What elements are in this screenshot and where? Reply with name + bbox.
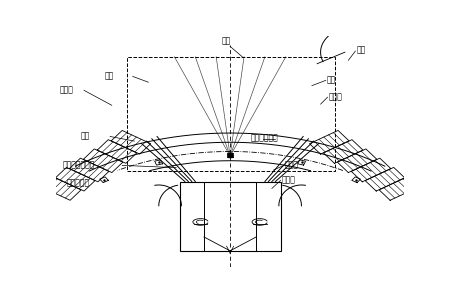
Bar xyxy=(128,57,335,171)
Text: 大臂: 大臂 xyxy=(357,46,366,55)
Text: 模材: 模材 xyxy=(222,37,231,46)
Text: 光整座: 光整座 xyxy=(60,85,74,94)
Text: 回油管: 回油管 xyxy=(282,176,295,184)
Text: 大臂拉弯连接端: 大臂拉弯连接端 xyxy=(63,160,96,169)
Bar xyxy=(180,182,281,251)
Text: 直数: 直数 xyxy=(80,131,90,140)
Text: 卜气机水下: 卜气机水下 xyxy=(66,178,90,187)
Text: 大臂扶导轨道: 大臂扶导轨道 xyxy=(251,134,279,142)
Text: 进油管: 进油管 xyxy=(285,160,299,169)
Text: 夹头: 夹头 xyxy=(327,75,336,84)
Text: 光整机: 光整机 xyxy=(328,92,342,101)
Text: 夹头: 夹头 xyxy=(105,71,114,80)
